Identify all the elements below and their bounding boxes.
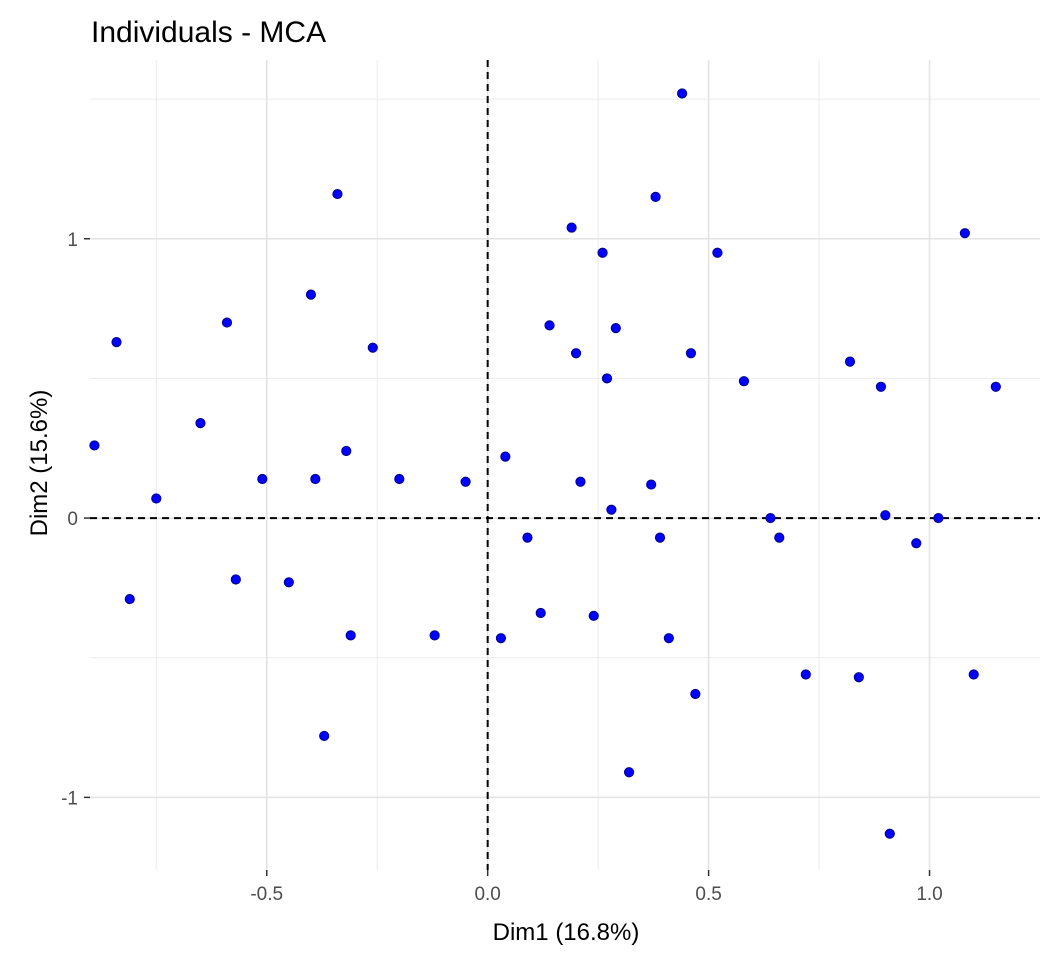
data-point (544, 320, 555, 331)
data-point (195, 418, 206, 429)
data-point (305, 289, 317, 300)
data-point (959, 228, 970, 239)
data-point (566, 222, 577, 233)
data-point (623, 767, 635, 778)
data-point (911, 538, 922, 549)
y-tick-label: 1 (67, 230, 78, 251)
data-point (738, 376, 750, 387)
data-point (875, 381, 887, 392)
data-point (283, 577, 294, 588)
x-axis-title: Dim1 (16.8%) (493, 919, 640, 946)
data-point (606, 504, 617, 515)
data-point (151, 493, 162, 504)
data-point (230, 574, 241, 585)
data-point (654, 532, 666, 543)
data-point (853, 672, 864, 683)
points-layer (89, 88, 1001, 839)
data-point (257, 473, 268, 485)
data-point (765, 512, 776, 524)
data-point (394, 473, 405, 485)
x-tick-label: 0.0 (474, 884, 500, 905)
data-point (111, 337, 122, 348)
y-tick-label: -1 (61, 788, 78, 809)
data-point (610, 323, 621, 334)
data-point (646, 479, 657, 490)
data-point (124, 593, 135, 605)
data-point (367, 342, 378, 353)
data-point (535, 607, 546, 619)
data-point (601, 373, 613, 384)
x-tick-label: 0.5 (695, 884, 721, 905)
data-point (676, 88, 688, 99)
data-point (429, 630, 440, 641)
data-point (319, 730, 330, 742)
data-point (345, 630, 356, 641)
data-point (650, 191, 661, 202)
y-axis-title: Dim2 (15.6%) (26, 390, 53, 537)
data-point (310, 473, 321, 485)
data-point (522, 532, 533, 543)
y-tick-label: 0 (67, 509, 78, 530)
data-point (990, 381, 1001, 392)
data-point (663, 633, 674, 644)
data-point (597, 247, 608, 258)
data-point (570, 348, 582, 359)
reference-lines (90, 60, 1040, 870)
data-point (575, 476, 586, 487)
data-point (500, 451, 511, 462)
data-point (332, 188, 343, 200)
data-point (89, 440, 100, 451)
data-point (460, 476, 471, 487)
data-point (800, 669, 811, 680)
axis-ticks: -0.5 0.0 0.5 1.0 -1 0 1 (61, 230, 943, 905)
data-point (844, 356, 856, 367)
data-point (588, 610, 599, 621)
data-point (968, 669, 979, 680)
data-point (341, 445, 352, 457)
data-point (774, 532, 785, 543)
x-tick-label: 1.0 (916, 884, 942, 905)
data-point (712, 247, 723, 258)
data-point (221, 317, 233, 328)
data-point (495, 633, 507, 644)
data-point (933, 512, 944, 524)
data-point (884, 828, 895, 839)
data-point (690, 688, 701, 700)
chart-title: Individuals - MCA (91, 16, 326, 49)
data-point (685, 348, 697, 359)
grid (90, 60, 1040, 870)
data-point (880, 510, 891, 521)
x-tick-label: -0.5 (250, 884, 283, 905)
